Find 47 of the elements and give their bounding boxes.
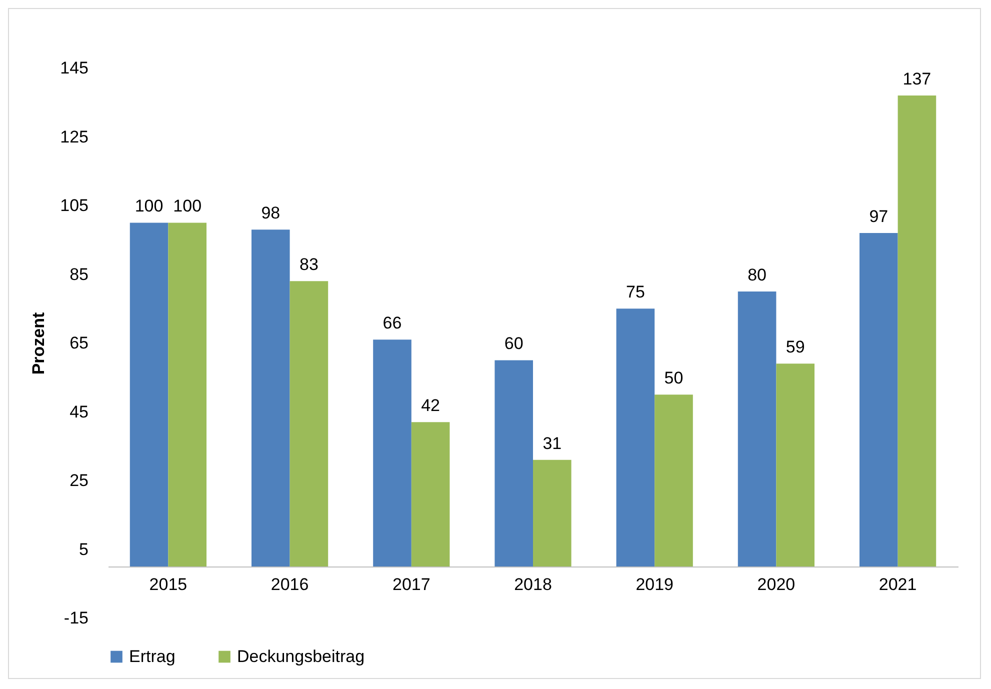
data-label: 98 — [261, 204, 280, 223]
data-label: 42 — [421, 396, 440, 416]
bar — [130, 222, 168, 566]
x-tick-label: 2019 — [636, 574, 674, 594]
y-tick-label: 85 — [70, 264, 88, 284]
bar — [776, 364, 815, 566]
bar — [494, 360, 533, 566]
y-axis-title: Prozent — [29, 312, 48, 375]
y-tick-label: -15 — [64, 608, 88, 628]
data-label: 137 — [902, 70, 932, 88]
bar — [373, 340, 412, 566]
data-label: 50 — [664, 368, 684, 388]
data-label: 80 — [748, 265, 767, 284]
data-label: 100 — [134, 196, 164, 216]
data-label: 60 — [504, 334, 524, 354]
x-tick-label: 2018 — [514, 574, 552, 594]
y-tick-label: 145 — [60, 58, 88, 78]
x-tick-label: 2016 — [270, 574, 309, 594]
bar — [533, 460, 572, 566]
data-label: 100 — [173, 196, 202, 216]
legend-label: Deckungsbeitrag — [237, 646, 365, 666]
y-tick-label: 125 — [60, 127, 88, 146]
y-tick-label: 65 — [70, 334, 88, 352]
data-label: 59 — [786, 338, 805, 357]
legend-label: Ertrag — [129, 646, 176, 666]
bar — [654, 394, 693, 566]
bar — [616, 308, 655, 566]
x-tick-label: 2020 — [757, 574, 796, 594]
bar — [290, 281, 328, 566]
bar — [860, 233, 898, 566]
data-label: 31 — [542, 434, 562, 453]
y-tick-label: 45 — [70, 402, 88, 422]
data-label: 97 — [869, 207, 888, 226]
bar — [168, 222, 206, 566]
y-tick-label: 25 — [70, 471, 88, 490]
y-tick-label: 105 — [60, 196, 88, 215]
data-label: 75 — [626, 282, 645, 302]
y-tick-label: 5 — [79, 540, 88, 559]
data-label: 83 — [299, 255, 318, 274]
x-tick-label: 2017 — [392, 574, 430, 594]
bar — [738, 291, 776, 566]
x-tick-label: 2015 — [149, 574, 188, 594]
bar — [898, 96, 936, 566]
bar — [251, 230, 290, 566]
x-tick-label: 2021 — [878, 574, 917, 594]
bar — [411, 422, 450, 566]
data-label: 66 — [382, 314, 402, 333]
